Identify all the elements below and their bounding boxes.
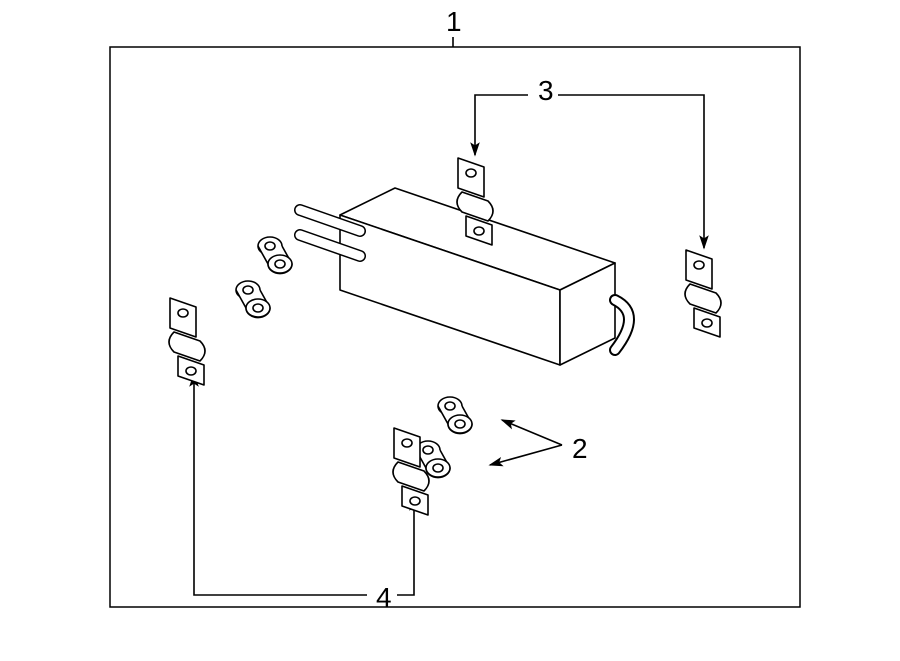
bushing-3 (438, 397, 472, 434)
callout-2-b (490, 445, 562, 465)
diagram-svg (0, 0, 900, 661)
callout-2-a (502, 420, 562, 445)
callout-3-right (558, 95, 704, 248)
bushing-2 (236, 281, 270, 318)
callout-3-left (475, 95, 528, 155)
bushing-1 (258, 237, 292, 274)
bracket-upper-right (685, 250, 721, 337)
callout-4-left (194, 374, 367, 595)
cooler-assembly (300, 188, 629, 365)
diagram-canvas: 1 2 3 4 (0, 0, 900, 661)
bracket-lower-left (169, 298, 205, 385)
callout-4-right (397, 498, 414, 595)
